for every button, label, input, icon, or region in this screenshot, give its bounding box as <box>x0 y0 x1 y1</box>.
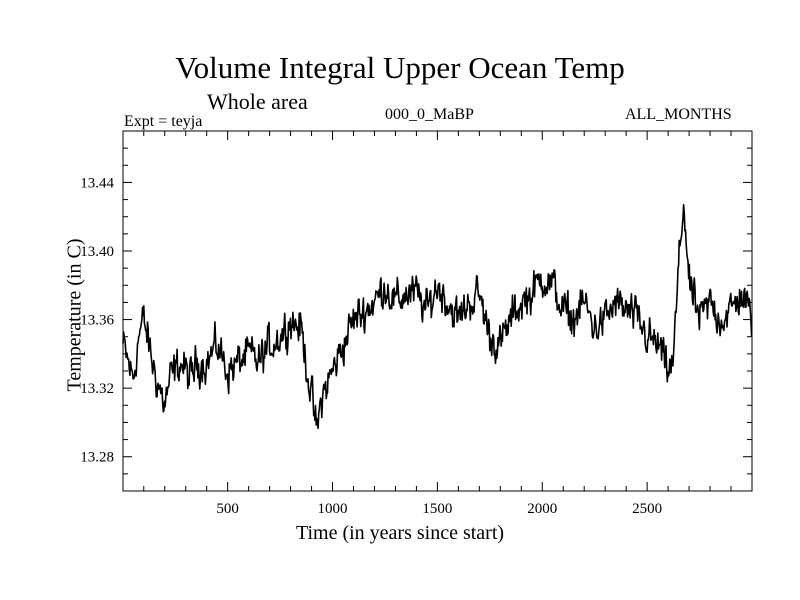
chart-subtitle: Whole area <box>207 89 308 114</box>
x-tick-label: 2000 <box>527 501 557 517</box>
x-axis-label: Time (in years since start) <box>295 522 505 544</box>
y-tick-label: 13.36 <box>80 313 114 329</box>
chart-title: Volume Integral Upper Ocean Temp <box>175 50 625 85</box>
y-tick-label: 13.32 <box>80 381 114 397</box>
months-label: ALL_MONTHS <box>625 106 732 123</box>
y-tick-label: 13.44 <box>80 175 114 191</box>
x-tick-label: 500 <box>216 501 239 517</box>
y-tick-label: 13.28 <box>80 450 114 466</box>
plot-frame <box>122 130 753 492</box>
y-axis-label: Temperature (in C) <box>63 238 86 392</box>
x-tick-label: 1500 <box>422 501 452 517</box>
experiment-label: Expt = teyja <box>124 113 203 130</box>
run-label: 000_0_MaBP <box>385 106 474 123</box>
y-tick-label: 13.40 <box>80 244 114 260</box>
x-tick-label: 1000 <box>318 501 348 517</box>
x-tick-label: 2500 <box>632 501 662 517</box>
series-line-teyja <box>122 203 753 430</box>
